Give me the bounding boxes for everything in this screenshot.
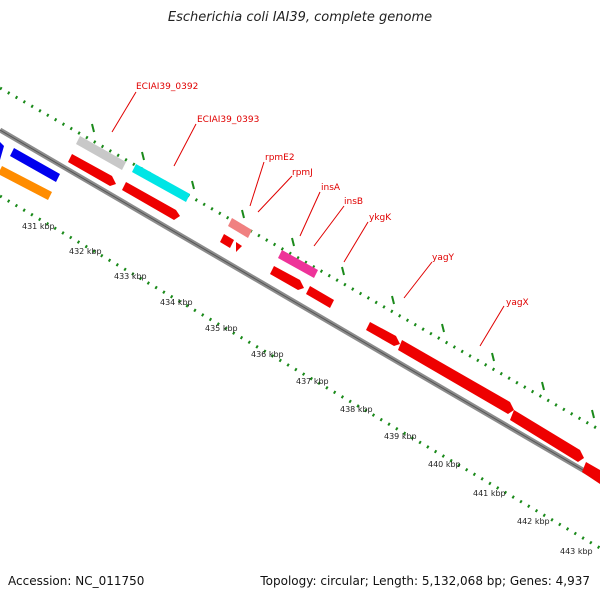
gene-label-ECIAI39_0393: ECIAI39_0393 [197,115,259,125]
gene-label-ykgK: ykgK [369,213,392,223]
outer-major-ticks [91,123,595,419]
red-gene-yagX[interactable] [510,410,584,462]
red-gene-insB[interactable] [270,266,304,290]
gene-label-yagX: yagX [506,298,529,308]
kbp-label-434: 434 kbp [160,298,193,307]
blue-gene[interactable] [10,148,60,182]
kbp-label-438: 438 kbp [340,405,373,414]
gene-label-yagY: yagY [432,253,455,263]
red-gene-yagY[interactable] [366,322,400,346]
kbp-label-440: 440 kbp [428,460,461,469]
magenta-gene[interactable] [278,250,318,278]
genome-backbone-core [0,129,600,481]
gene-label-insA: insA [321,183,341,193]
kbp-label-443: 443 kbp [560,547,593,556]
gene-label-ECIAI39_0392: ECIAI39_0392 [136,82,198,92]
kbp-label-442: 442 kbp [517,517,550,526]
red-gene-long[interactable] [398,340,514,414]
kbp-label-439: 439 kbp [384,432,417,441]
blue-gene-left-edge[interactable] [0,140,4,160]
kbp-label-433: 433 kbp [114,272,147,281]
orange-gene[interactable] [0,166,52,200]
kbp-label-441: 441 kbp [473,489,506,498]
gene-features [0,136,600,484]
red-gene-ykgK[interactable] [306,286,334,308]
accession-text: Accession: NC_011750 [8,574,145,588]
kbp-label-437: 437 kbp [296,377,329,386]
gene-label-rpmE2: rpmE2 [265,153,295,163]
gray-gene[interactable] [76,136,126,170]
topology-text: Topology: circular; Length: 5,132,068 bp… [260,574,590,588]
kbp-label-436: 436 kbp [251,350,284,359]
kbp-label-431: 431 kbp [22,222,55,231]
gene-label-rpmJ: rpmJ [292,168,313,178]
pink-gene[interactable] [228,218,252,238]
kbp-label-432: 432 kbp [69,247,102,256]
red-gene-left[interactable] [68,154,116,186]
gene-label-insB: insB [344,197,363,207]
small-red-gene-2[interactable] [236,242,242,252]
map-title: Escherichia coli IAI39, complete genome [167,10,433,25]
label-leaders [111,91,505,347]
small-red-gene[interactable] [220,234,234,248]
red-gene-right-edge[interactable] [582,462,600,484]
cyan-gene[interactable] [132,164,190,202]
red-gene-mid[interactable] [122,182,180,220]
kbp-label-435: 435 kbp [205,324,238,333]
